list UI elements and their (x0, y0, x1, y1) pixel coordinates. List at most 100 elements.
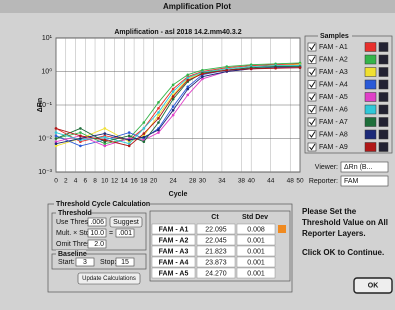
selection-marker (278, 225, 286, 233)
legend-swatch (365, 118, 376, 127)
legend-swatch (365, 43, 376, 52)
point (104, 136, 107, 139)
point (172, 105, 175, 108)
legend-swatch-frame (379, 105, 388, 114)
message-line: Threshold Value on All (302, 218, 388, 227)
legend-swatch-frame (379, 143, 388, 152)
table-value: 0.001 (247, 270, 265, 277)
x-tick-label: 4 (74, 178, 78, 185)
point (226, 65, 229, 68)
point (157, 117, 160, 120)
row-label: FAM - A1 (159, 226, 189, 233)
legend-label: FAM - A9 (319, 144, 348, 151)
baseline-title: Baseline (58, 251, 87, 258)
ct-table: Ct Std Dev FAM - A1 22.095 0.008 FAM - A2 22.0… (150, 211, 290, 281)
point (128, 131, 131, 134)
x-tick-label: 0 (54, 178, 58, 185)
point (274, 67, 277, 70)
point (128, 139, 131, 142)
point (157, 107, 160, 110)
legend-swatch (365, 55, 376, 64)
point (201, 73, 204, 76)
point (157, 131, 160, 134)
x-tick-label: 16 (130, 178, 138, 185)
legend-swatch-frame (379, 118, 388, 127)
point (157, 121, 160, 124)
row-label: FAM - A4 (159, 259, 189, 266)
window-title: Amplification Plot (163, 2, 231, 11)
point (143, 136, 146, 139)
point (186, 88, 189, 91)
point (55, 135, 58, 138)
point (201, 75, 204, 78)
legend-swatch (365, 143, 376, 152)
point (55, 127, 58, 130)
point (55, 137, 58, 140)
table-value: 22.045 (205, 237, 227, 244)
viewer-value: ΔRn (B... (344, 164, 372, 171)
message-line: Click OK to Continue. (302, 248, 384, 257)
point (79, 127, 82, 130)
x-tick-label: 12 (111, 178, 119, 185)
legend-swatch-frame (379, 93, 388, 102)
x-tick-label: 18 (140, 178, 148, 185)
legend-swatch-frame (379, 43, 388, 52)
point (128, 135, 131, 138)
point (157, 114, 160, 117)
x-tick-label: 40 (248, 178, 256, 185)
x-tick-label: 44 (267, 178, 275, 185)
column-header: Std Dev (242, 214, 268, 221)
point (172, 109, 175, 112)
point (226, 69, 229, 72)
legend-swatch-frame (379, 80, 388, 89)
point (172, 88, 175, 91)
table-value: 23.873 (205, 259, 227, 266)
x-tick-label: 6 (83, 178, 87, 185)
legend-swatch-frame (379, 55, 388, 64)
viewer-label: Viewer: (315, 164, 338, 171)
legend-label: FAM - A6 (319, 106, 348, 113)
row-label: FAM - A2 (159, 237, 189, 244)
point (157, 101, 160, 104)
legend-label: FAM - A3 (319, 69, 348, 76)
x-tick-label: 28 (189, 178, 197, 185)
table-value: 0.001 (247, 237, 265, 244)
legend-swatch (365, 80, 376, 89)
x-tick-label: 34 (218, 178, 226, 185)
reporter-label: Reporter: (309, 178, 338, 185)
legend-label: FAM - A1 (319, 44, 348, 51)
legend-swatch (365, 93, 376, 102)
point (186, 73, 189, 76)
ok-label: OK (368, 282, 379, 289)
table-value: 24.270 (205, 270, 227, 277)
point (104, 132, 107, 135)
table-value: 0.008 (247, 226, 265, 233)
y-tick-label: 10⁻³ (38, 169, 52, 176)
column-header: Ct (211, 214, 219, 221)
y-tick-label: 10⁻² (38, 135, 52, 142)
legend-label: FAM - A7 (319, 119, 348, 126)
point (143, 140, 146, 143)
point (172, 90, 175, 93)
row-label: FAM - A5 (159, 270, 189, 277)
legend-swatch (365, 105, 376, 114)
start-value: 3 (83, 259, 87, 266)
table-value: 0.001 (247, 248, 265, 255)
point (55, 131, 58, 134)
point (157, 111, 160, 114)
stop-value: 15 (121, 259, 129, 266)
samples-title: Samples (320, 33, 349, 40)
legend-swatch (365, 130, 376, 139)
point (128, 145, 131, 148)
point (143, 127, 146, 130)
stop-label: Stop: (100, 259, 116, 266)
x-tick-label: 50 (296, 178, 304, 185)
legend-label: FAM - A8 (319, 131, 348, 138)
start-label: Start: (58, 259, 75, 266)
table-value: 22.095 (205, 226, 227, 233)
window: Amplification Plot Amplification - asl 2… (0, 0, 395, 310)
point (55, 142, 58, 145)
point (299, 66, 302, 69)
x-tick-label: 10 (101, 178, 109, 185)
y-tick-label: 10¹ (42, 35, 53, 42)
